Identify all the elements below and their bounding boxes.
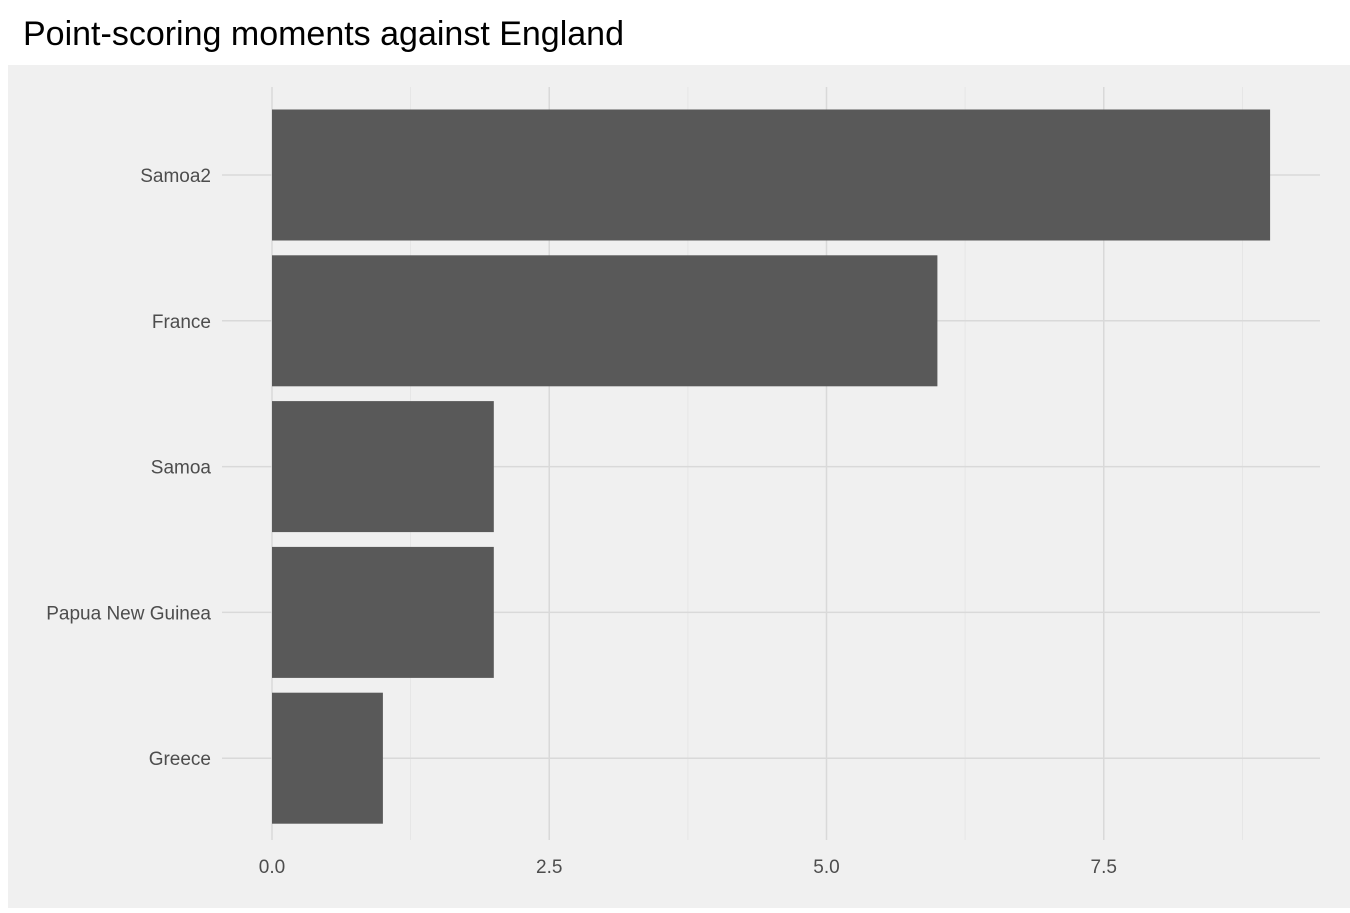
y-axis-labels: Samoa2 France Samoa Papua New Guinea Greece xyxy=(46,166,211,770)
bar-papua-new-guinea xyxy=(272,546,494,678)
chart-title: Point-scoring moments against England xyxy=(23,15,624,53)
y-tick-label: Papua New Guinea xyxy=(46,603,211,624)
y-tick-label: Samoa xyxy=(151,458,212,479)
x-tick-label: 7.5 xyxy=(1091,857,1117,878)
y-tick-label: Greece xyxy=(149,749,211,770)
y-tick-label: Samoa2 xyxy=(140,166,211,187)
bar-greece xyxy=(272,692,383,824)
x-tick-label: 0.0 xyxy=(259,857,285,878)
y-tick-label: France xyxy=(152,312,211,333)
bar-samoa2 xyxy=(272,109,1271,241)
bar-samoa xyxy=(272,401,494,533)
bar-france xyxy=(272,255,938,387)
x-tick-label: 5.0 xyxy=(813,857,839,878)
x-axis-labels: 0.0 2.5 5.0 7.5 xyxy=(259,857,1117,878)
x-tick-label: 2.5 xyxy=(536,857,562,878)
chart-panel: Samoa2 France Samoa Papua New Guinea Greece … xyxy=(8,65,1350,908)
bars xyxy=(272,109,1271,824)
